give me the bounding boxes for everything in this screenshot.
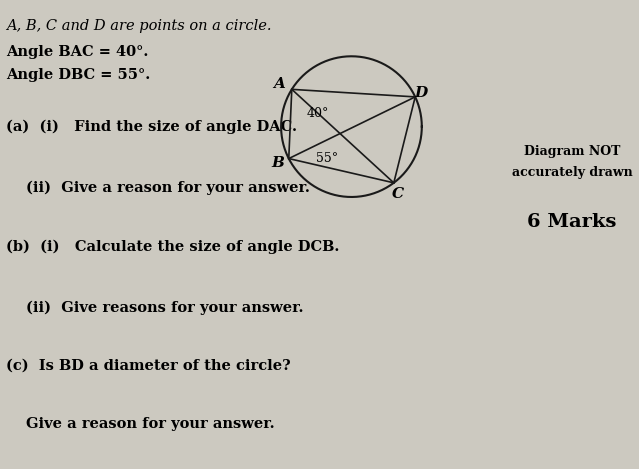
Text: B: B [271,156,284,170]
Text: (ii)  Give a reason for your answer.: (ii) Give a reason for your answer. [26,181,309,195]
Text: 6 Marks: 6 Marks [527,213,617,231]
Text: Angle BAC = 40°.: Angle BAC = 40°. [6,45,149,59]
Text: Diagram NOT: Diagram NOT [524,145,620,159]
Text: (ii)  Give reasons for your answer.: (ii) Give reasons for your answer. [26,300,303,315]
Text: (a)  (i)   Find the size of angle DAC.: (a) (i) Find the size of angle DAC. [6,120,297,134]
Text: 55°: 55° [316,152,338,165]
Text: C: C [392,187,404,201]
Text: Angle DBC = 55°.: Angle DBC = 55°. [6,68,151,82]
Text: D: D [414,86,427,100]
Text: accurately drawn: accurately drawn [512,166,632,180]
Text: A, B, C and D are points on a circle.: A, B, C and D are points on a circle. [6,19,272,33]
Text: (b)  (i)   Calculate the size of angle DCB.: (b) (i) Calculate the size of angle DCB. [6,239,340,254]
Text: A: A [273,77,285,91]
Text: Give a reason for your answer.: Give a reason for your answer. [26,417,274,431]
Text: 40°: 40° [307,107,329,121]
Text: (c)  Is BD a diameter of the circle?: (c) Is BD a diameter of the circle? [6,359,291,373]
